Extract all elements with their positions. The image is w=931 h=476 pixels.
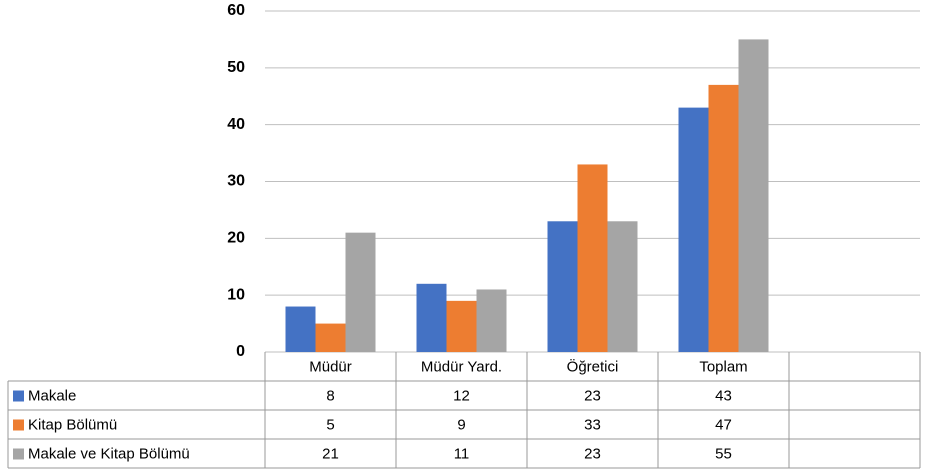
table-value: 23 — [584, 445, 601, 462]
table-value: 33 — [584, 416, 601, 433]
table-value: 55 — [715, 445, 732, 462]
legend-label: Kitap Bölümü — [28, 416, 117, 433]
legend-swatch — [13, 419, 24, 431]
table-value: 23 — [584, 387, 601, 404]
y-tick-label: 50 — [227, 59, 245, 76]
table-value: 47 — [715, 416, 732, 433]
table-value: 21 — [322, 445, 339, 462]
bar — [607, 221, 638, 352]
legend-label: Makale — [28, 387, 76, 404]
bar — [678, 107, 709, 352]
legend-label: Makale ve Kitap Bölümü — [28, 445, 190, 462]
bar — [416, 283, 447, 352]
bar — [446, 300, 477, 352]
table-value: 43 — [715, 387, 732, 404]
bar — [285, 306, 316, 352]
bar — [476, 289, 507, 352]
y-tick-label: 0 — [236, 343, 245, 360]
bar — [315, 323, 346, 352]
y-tick-label: 40 — [227, 116, 245, 133]
table-value: 9 — [457, 416, 465, 433]
bar — [345, 232, 376, 352]
bar — [708, 84, 739, 352]
table-value: 5 — [326, 416, 334, 433]
table-value: 8 — [326, 387, 334, 404]
x-tick-label: Müdür — [309, 358, 352, 375]
bar — [577, 164, 608, 352]
table-value: 12 — [453, 387, 470, 404]
legend-swatch — [13, 448, 24, 460]
bar — [738, 39, 769, 353]
y-tick-label: 20 — [227, 230, 245, 247]
bar — [547, 221, 578, 352]
y-tick-label: 60 — [227, 2, 245, 19]
y-tick-label: 30 — [227, 173, 245, 190]
legend-swatch — [13, 390, 24, 402]
y-tick-label: 10 — [227, 286, 245, 303]
x-tick-label: Öğretici — [567, 357, 619, 375]
x-tick-label: Müdür Yard. — [421, 358, 502, 375]
x-tick-label: Toplam — [699, 358, 747, 375]
table-value: 11 — [454, 445, 470, 462]
